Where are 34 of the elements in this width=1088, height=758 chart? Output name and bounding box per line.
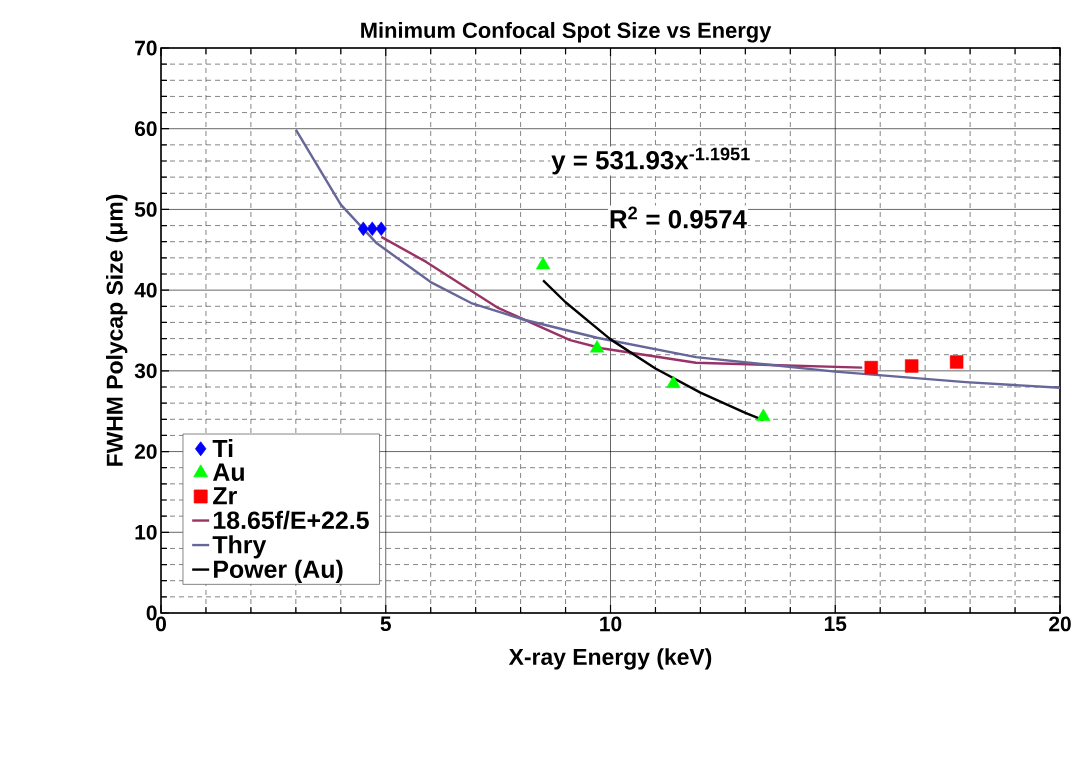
point — [904, 359, 919, 373]
y-axis-title: FWHM Polycap Size (μm) — [106, 194, 128, 466]
y-tick-label: 40 — [134, 282, 157, 298]
chart-title: Minimum Confocal Spot Size vs Energy — [361, 21, 772, 43]
legend-label: Ti — [212, 439, 233, 458]
legend-label: Power (Au) — [214, 559, 343, 584]
legend-label: 18.65f/E+22.5 — [213, 510, 369, 530]
point — [357, 221, 369, 236]
line-series — [294, 128, 1061, 389]
legend-label: Thry — [212, 535, 267, 559]
annotation: R$^{2}$ = 0.9574 — [610, 206, 747, 229]
y-tick-label: 30 — [134, 363, 157, 379]
y-tick-label: 10 — [135, 524, 157, 540]
x-axis-title: X-ray Energy (keV) — [508, 648, 712, 670]
point — [375, 221, 387, 236]
point — [366, 221, 378, 236]
x-tick-label: 20 — [1049, 616, 1071, 632]
y-tick-label: 70 — [135, 40, 157, 56]
y-tick-label: 0 — [146, 605, 157, 621]
y-tick-label: 50 — [134, 202, 157, 217]
point — [535, 256, 551, 270]
x-tick-label: 5 — [380, 616, 391, 632]
annotation: y = 531.93x$^{-1.1951}$ — [551, 147, 750, 175]
x-tick-label: 15 — [824, 616, 847, 632]
point — [589, 340, 605, 353]
point — [949, 355, 964, 369]
y-tick-label: 20 — [134, 444, 157, 459]
point — [666, 375, 681, 388]
point — [756, 408, 771, 422]
point — [864, 360, 878, 375]
x-tick-label: 10 — [600, 616, 622, 632]
legend-label: Au — [212, 463, 244, 481]
legend-label: Zr — [213, 487, 237, 505]
y-tick-label: 60 — [134, 121, 157, 137]
